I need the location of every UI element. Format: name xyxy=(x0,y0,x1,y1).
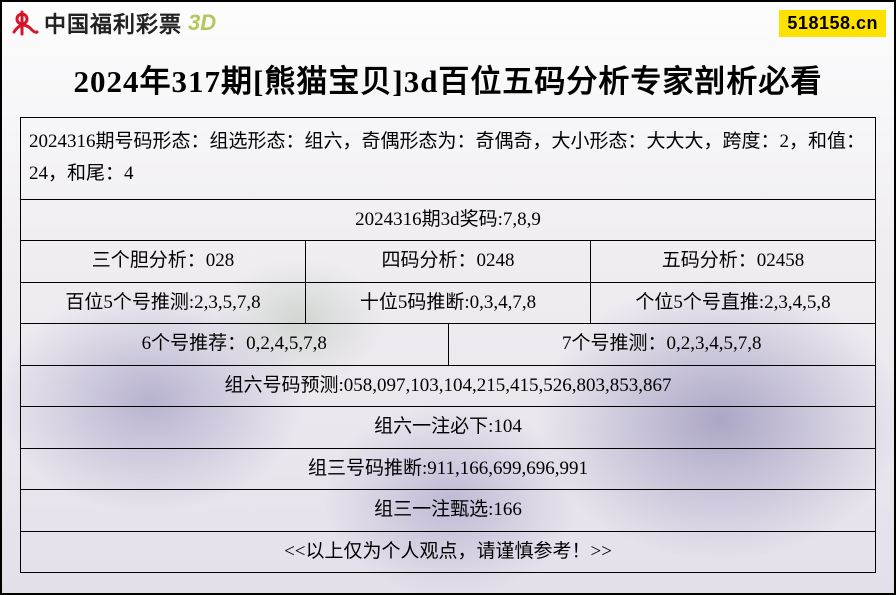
table-row: 2024316期3d奖码:7,8,9 xyxy=(21,199,876,241)
dan3-cell: 三个胆分析：028 xyxy=(21,241,306,283)
rec7-cell: 7个号推测：0,2,3,4,5,7,8 xyxy=(448,324,876,365)
zu3-pick-cell: 组三一注甄选:166 xyxy=(21,490,876,532)
zu6-pick-cell: 组六一注必下:104 xyxy=(21,407,876,449)
page-title: 2024年317期[熊猫宝贝]3d百位五码分析专家剖析必看 xyxy=(2,42,894,117)
rec6-cell: 6个号推荐：0,2,4,5,7,8 xyxy=(21,324,449,365)
table-row: 三个胆分析：028 四码分析：0248 五码分析：02458 xyxy=(21,241,876,283)
table-row: 组三一注甄选:166 xyxy=(21,490,876,532)
analysis-table-2: 6个号推荐：0,2,4,5,7,8 7个号推测：0,2,3,4,5,7,8 组六… xyxy=(20,324,876,573)
ge5-cell: 个位5个号直推:2,3,4,5,8 xyxy=(590,282,875,324)
header-bar: 中国福利彩票 3D 518158.cn xyxy=(2,2,894,42)
analysis-table-wrap: 2024316期号码形态：组选形态：组六，奇偶形态为：奇偶奇，大小形态：大大大，… xyxy=(2,117,894,581)
brand-3d-suffix: 3D xyxy=(188,10,216,36)
table-row: 组六一注必下:104 xyxy=(21,407,876,449)
lottery-logo-icon xyxy=(10,8,40,38)
intro-cell: 2024316期号码形态：组选形态：组六，奇偶形态为：奇偶奇，大小形态：大大大，… xyxy=(21,118,876,200)
table-row: 组三号码推断:911,166,699,696,991 xyxy=(21,448,876,490)
brand-text: 中国福利彩票 xyxy=(44,7,182,39)
logo-group: 中国福利彩票 3D xyxy=(10,7,216,39)
analysis-table: 2024316期号码形态：组选形态：组六，奇偶形态为：奇偶奇，大小形态：大大大，… xyxy=(20,117,876,324)
page-container: 中国福利彩票 3D 518158.cn 2024年317期[熊猫宝贝]3d百位五… xyxy=(0,0,896,595)
table-row: 6个号推荐：0,2,4,5,7,8 7个号推测：0,2,3,4,5,7,8 xyxy=(21,324,876,365)
bai5-cell: 百位5个号推测:2,3,5,7,8 xyxy=(21,282,306,324)
table-row: 组六号码预测:058,097,103,104,215,415,526,803,8… xyxy=(21,365,876,407)
site-badge: 518158.cn xyxy=(779,10,886,37)
prize-cell: 2024316期3d奖码:7,8,9 xyxy=(21,199,876,241)
table-row: <<以上仅为个人观点，请谨慎参考！>> xyxy=(21,531,876,573)
table-row: 百位5个号推测:2,3,5,7,8 十位5码推断:0,3,4,7,8 个位5个号… xyxy=(21,282,876,324)
shi5-cell: 十位5码推断:0,3,4,7,8 xyxy=(305,282,590,324)
code5-cell: 五码分析：02458 xyxy=(590,241,875,283)
code4-cell: 四码分析：0248 xyxy=(305,241,590,283)
zu6-list-cell: 组六号码预测:058,097,103,104,215,415,526,803,8… xyxy=(21,365,876,407)
zu3-list-cell: 组三号码推断:911,166,699,696,991 xyxy=(21,448,876,490)
footer-note-cell: <<以上仅为个人观点，请谨慎参考！>> xyxy=(21,531,876,573)
table-row: 2024316期号码形态：组选形态：组六，奇偶形态为：奇偶奇，大小形态：大大大，… xyxy=(21,118,876,200)
